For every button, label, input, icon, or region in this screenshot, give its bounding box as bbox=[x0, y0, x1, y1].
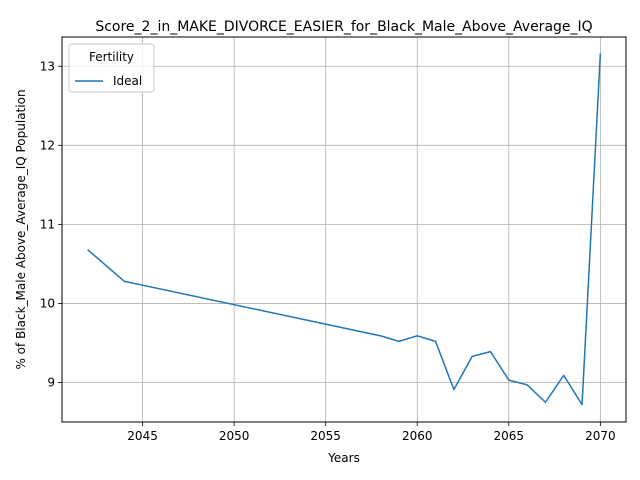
x-tick-label: 2045 bbox=[127, 429, 158, 443]
x-axis-label: Years bbox=[327, 451, 360, 465]
plot-frame bbox=[61, 36, 627, 423]
y-tick-label: 13 bbox=[40, 59, 55, 73]
legend-title: Fertility bbox=[89, 50, 134, 64]
legend: Fertility Ideal bbox=[68, 43, 155, 93]
x-axis-ticks: 2045 2050 2055 2060 2065 2070 bbox=[127, 422, 616, 443]
series-line-ideal bbox=[87, 53, 602, 406]
chart-title: Score_2_in_MAKE_DIVORCE_EASIER_for_Black… bbox=[95, 19, 592, 35]
plot-area bbox=[62, 37, 626, 422]
y-tick-label: 11 bbox=[40, 217, 55, 231]
y-tick-label: 9 bbox=[47, 375, 55, 389]
y-axis-ticks: 9 10 11 12 13 bbox=[40, 59, 62, 389]
y-tick-label: 12 bbox=[40, 138, 55, 152]
series-layer bbox=[87, 53, 602, 406]
y-tick-label: 10 bbox=[40, 296, 55, 310]
x-tick-label: 2065 bbox=[494, 429, 525, 443]
legend-box bbox=[68, 43, 155, 93]
x-tick-label: 2055 bbox=[310, 429, 341, 443]
x-tick-label: 2050 bbox=[219, 429, 250, 443]
x-tick-label: 2060 bbox=[402, 429, 433, 443]
grid-lines bbox=[62, 37, 626, 422]
y-axis-label: % of Black_Male Above_Average_IQ Populat… bbox=[14, 89, 28, 369]
x-tick-label: 2070 bbox=[585, 429, 616, 443]
legend-entry-ideal: Ideal bbox=[113, 74, 142, 88]
